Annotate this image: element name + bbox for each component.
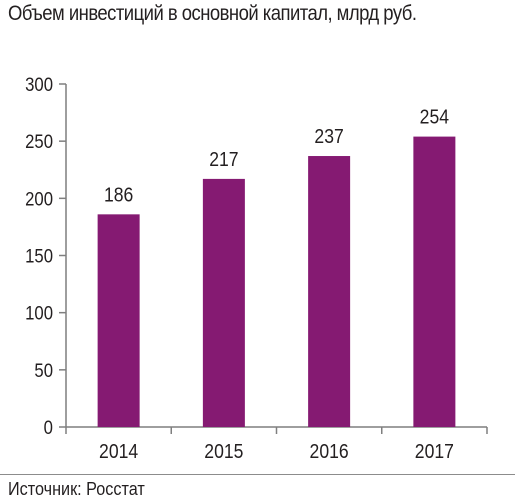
y-tick-label: 300 — [25, 74, 53, 95]
x-tick-label-2016: 2016 — [310, 440, 349, 462]
data-label-2016: 237 — [314, 125, 343, 147]
data-label-2017: 254 — [420, 106, 449, 128]
bar-chart: 0 50 100 150 200 250 300 2014 2015 2016 2017 186 2… — [25, 74, 488, 462]
bar-2015 — [202, 178, 245, 427]
y-axis: 0 50 100 150 200 250 300 — [25, 74, 67, 438]
source-note: Источник: Росстат — [8, 479, 145, 499]
footer-divider — [0, 474, 515, 475]
x-tick-label-2017: 2017 — [415, 440, 454, 462]
y-tick-label: 250 — [25, 131, 53, 152]
chart-title: Объем инвестиций в основной капитал, млр… — [8, 2, 417, 25]
data-labels: 186 217 237 254 — [104, 106, 449, 206]
y-tick-label: 100 — [25, 303, 53, 324]
y-tick-label: 200 — [25, 188, 53, 209]
data-label-2015: 217 — [209, 148, 238, 170]
x-tick-label-2015: 2015 — [204, 440, 243, 462]
y-tick-label: 0 — [44, 417, 53, 438]
y-tick-label: 150 — [25, 246, 53, 267]
bar-2014 — [97, 214, 140, 427]
data-label-2014: 186 — [104, 183, 133, 205]
x-axis: 2014 2015 2016 2017 — [65, 426, 488, 462]
bar-2016 — [308, 156, 351, 427]
y-tick-label: 50 — [34, 360, 53, 381]
bar-2017 — [413, 136, 456, 428]
x-tick-label-2014: 2014 — [99, 440, 138, 462]
bars — [97, 136, 456, 428]
